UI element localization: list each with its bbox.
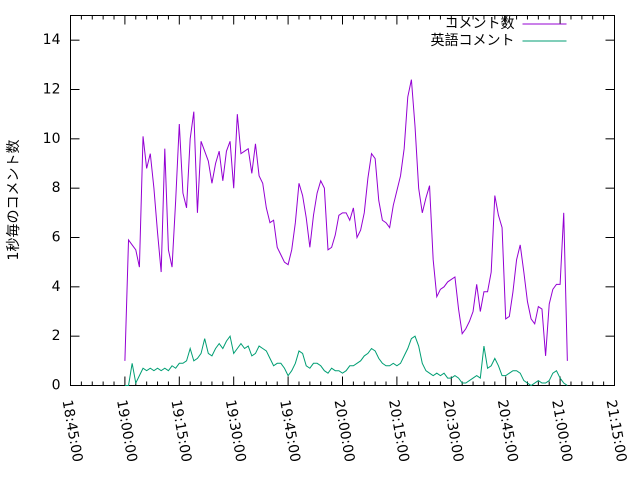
x-tick-label: 19:15:00 — [167, 399, 194, 464]
legend-label: コメント数 — [445, 16, 515, 32]
x-tick-label: 20:00:00 — [331, 399, 358, 464]
y-tick-label: 4 — [52, 279, 61, 295]
series-line — [124, 334, 568, 387]
y-tick-label: 8 — [52, 180, 61, 196]
y-axis-label: 1秒毎のコメント数 — [6, 140, 22, 261]
y-tick-label: 10 — [43, 131, 61, 147]
y-tick-label: 2 — [52, 328, 61, 344]
x-tick-label: 19:45:00 — [276, 399, 303, 464]
x-tick-label: 20:45:00 — [494, 399, 521, 464]
x-tick-label: 19:00:00 — [113, 399, 140, 464]
plot-frame — [70, 15, 615, 386]
x-tick-label: 20:15:00 — [385, 399, 412, 464]
series-line — [124, 79, 568, 361]
x-tick-label: 19:30:00 — [222, 399, 249, 464]
y-tick-label: 12 — [43, 82, 61, 98]
x-tick-label: 21:00:00 — [548, 399, 575, 464]
x-tick-label: 18:45:00 — [59, 399, 86, 464]
y-tick-label: 14 — [43, 32, 61, 48]
y-tick-label: 0 — [52, 378, 61, 394]
x-tick-label: 20:30:00 — [439, 399, 466, 464]
y-tick-label: 6 — [52, 230, 61, 246]
legend-label: 英語コメント — [431, 32, 515, 49]
x-tick-label: 21:15:00 — [603, 399, 630, 464]
